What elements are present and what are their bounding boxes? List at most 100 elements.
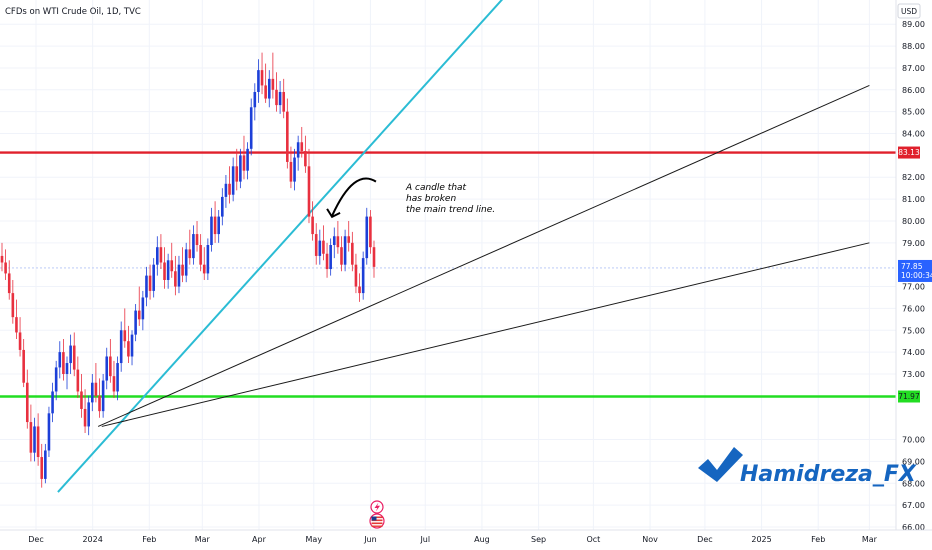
candle-body [105, 356, 109, 381]
candle-body [217, 216, 220, 235]
candle-body [33, 426, 36, 453]
candle [340, 236, 343, 272]
candle [329, 238, 332, 276]
candle-body [112, 376, 116, 392]
lightning-icon[interactable] [370, 500, 384, 514]
y-tick-label: 74.00 [902, 348, 925, 357]
candle-body [293, 157, 296, 182]
candle [170, 242, 174, 278]
candle [152, 258, 155, 298]
candle [54, 360, 58, 401]
candle-body [300, 142, 304, 152]
y-tick-label: 67.00 [902, 501, 925, 510]
candle-body [127, 341, 130, 357]
x-tick-label: Dec [697, 535, 712, 544]
arrow-shaft [331, 177, 377, 217]
candle-body [340, 247, 343, 265]
candle-body [170, 260, 174, 272]
candle [217, 210, 220, 243]
candle-body [65, 363, 69, 374]
candle-body [336, 236, 340, 248]
candle [369, 210, 372, 254]
candle-body [159, 247, 163, 263]
candle-body [7, 273, 11, 294]
candle [365, 207, 369, 265]
candle [123, 308, 127, 348]
x-tick-label: Dec [28, 535, 43, 544]
y-tick-label: 88.00 [902, 42, 925, 51]
candle-body [224, 183, 228, 197]
candle [231, 157, 235, 202]
candle [286, 98, 289, 169]
candle-body [347, 236, 351, 243]
y-tick-label: 77.00 [902, 283, 925, 292]
x-tick-label: Jun [363, 535, 377, 544]
candle [235, 148, 239, 191]
candle [134, 304, 137, 342]
candle-body [25, 382, 29, 423]
y-tick-label: 85.00 [902, 108, 925, 117]
candle [253, 83, 257, 121]
candle-body [18, 332, 22, 350]
level-price-label: 71.97 [898, 392, 920, 401]
candle-body [286, 111, 289, 162]
candle-body [22, 349, 25, 383]
candle [332, 227, 336, 259]
candle-body [358, 286, 361, 294]
horizontal-levels [0, 151, 896, 398]
candle-body [271, 78, 275, 90]
candle-body [231, 166, 235, 195]
candle-body [62, 352, 65, 374]
candle [257, 59, 260, 103]
candles [0, 52, 376, 488]
candle-body [322, 240, 325, 254]
candle-body [11, 293, 15, 318]
grid [0, 0, 896, 530]
candle [300, 126, 304, 158]
x-tick-label: 2025 [751, 535, 771, 544]
candle-body [332, 236, 336, 246]
candle-body [260, 70, 264, 86]
candle-body [235, 166, 239, 182]
candle [130, 330, 134, 366]
candle [65, 356, 69, 390]
candle-body [221, 196, 224, 217]
candle-body [210, 216, 213, 246]
candle [343, 229, 347, 272]
candle [119, 321, 123, 372]
us-flag-icon[interactable] [369, 513, 385, 529]
candle-body [296, 142, 300, 158]
candle-body [174, 271, 177, 287]
chart-title: CFDs on WTI Crude Oil, 1D, TVC [5, 7, 141, 17]
candle [166, 253, 170, 289]
candle [228, 166, 231, 204]
candle [44, 443, 47, 484]
currency-badge[interactable] [897, 3, 921, 19]
candle [163, 247, 166, 289]
candle-body [213, 216, 217, 235]
candle-body [51, 391, 54, 414]
candle [278, 81, 282, 114]
level-price-badge [898, 390, 920, 403]
candle [351, 231, 354, 272]
candle [174, 255, 177, 296]
watermark-text: Hamidreza_FX [740, 462, 917, 487]
candle [29, 404, 33, 462]
annotation-line-2: has broken [406, 194, 456, 204]
candle-body [188, 249, 192, 259]
y-tick-label: 68.00 [902, 479, 925, 488]
candle-body [116, 363, 119, 392]
candle-body [36, 426, 40, 458]
candle [246, 142, 249, 180]
price-axis[interactable]: 89.00 88.00 87.00 86.00 85.00 84.00 82.00 81.00… [902, 20, 925, 532]
candle-body [119, 330, 123, 364]
y-tick-label: 81.00 [902, 195, 925, 204]
candle-body [156, 247, 159, 265]
candle-body [307, 166, 311, 217]
candle [224, 175, 228, 208]
time-axis[interactable]: Dec 2024 Feb Mar Apr May Jun Jul Aug Sep Oct Nov Dec… [28, 535, 877, 544]
candle [148, 264, 152, 300]
candle-body [278, 91, 282, 106]
